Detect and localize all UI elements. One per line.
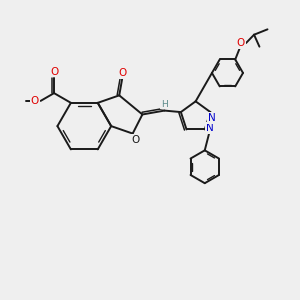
- Text: N: N: [208, 113, 216, 123]
- Text: O: O: [50, 67, 58, 76]
- Text: O: O: [31, 96, 39, 106]
- Text: O: O: [131, 135, 140, 145]
- Text: N: N: [206, 123, 214, 133]
- Text: H: H: [161, 100, 168, 109]
- Text: O: O: [236, 38, 245, 48]
- Text: O: O: [118, 68, 126, 78]
